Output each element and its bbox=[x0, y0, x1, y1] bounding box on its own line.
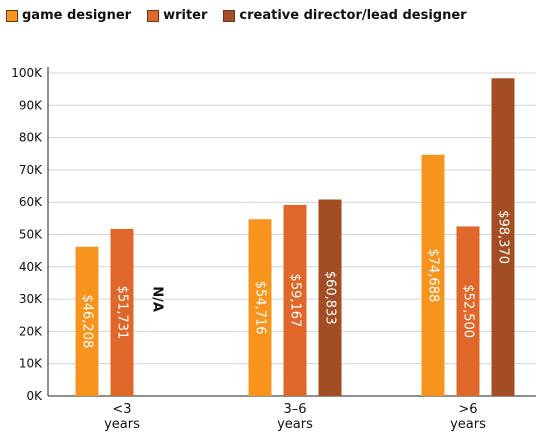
x-tick-label: 3–6 years bbox=[277, 402, 313, 432]
legend-label-creative-director: creative director/lead designer bbox=[239, 8, 467, 23]
bar-data-label-na: N/A bbox=[150, 286, 165, 312]
y-tick-label: 10K bbox=[19, 357, 43, 371]
y-tick-label: 60K bbox=[19, 195, 43, 209]
bar bbox=[318, 199, 342, 396]
bar bbox=[283, 204, 307, 396]
y-tick-label: 20K bbox=[19, 324, 43, 338]
bar-data-label: $52,500 bbox=[461, 284, 476, 338]
x-tick-label: >6 years bbox=[450, 402, 486, 432]
legend-swatch-creative-director bbox=[223, 9, 236, 22]
bar bbox=[75, 246, 99, 396]
y-tick-label: 70K bbox=[19, 163, 43, 177]
bar-data-label: $59,167 bbox=[288, 274, 303, 328]
bar-data-label: $54,716 bbox=[253, 281, 268, 335]
y-tick-label: 30K bbox=[19, 292, 43, 306]
legend-swatch-writer bbox=[147, 9, 160, 22]
bar-data-label: $46,208 bbox=[80, 294, 95, 348]
bar bbox=[491, 78, 515, 397]
y-tick-label: 40K bbox=[19, 260, 43, 274]
y-tick-label: 100K bbox=[11, 66, 43, 80]
legend: game designer writer creative director/l… bbox=[6, 8, 467, 23]
x-tick-label: <3 years bbox=[104, 402, 140, 432]
y-tick-label: 90K bbox=[19, 98, 43, 112]
bar-data-label: $98,370 bbox=[496, 210, 511, 264]
legend-item-game-designer: game designer bbox=[6, 8, 131, 23]
y-tick-label: 80K bbox=[19, 131, 43, 145]
bar-data-label: $51,731 bbox=[115, 286, 130, 340]
bar-data-label: $74,688 bbox=[426, 248, 441, 302]
legend-item-writer: writer bbox=[147, 8, 207, 23]
bar bbox=[110, 228, 134, 396]
legend-swatch-game-designer bbox=[6, 9, 18, 22]
y-tick-label: 50K bbox=[19, 228, 43, 242]
legend-label-writer: writer bbox=[163, 8, 208, 23]
bar bbox=[421, 154, 445, 396]
bar-data-label: $60,833 bbox=[323, 271, 338, 325]
legend-label-game-designer: game designer bbox=[22, 8, 132, 23]
legend-item-creative-director: creative director/lead designer bbox=[223, 8, 467, 23]
y-tick-label: 0K bbox=[26, 389, 43, 403]
bar bbox=[456, 226, 480, 396]
bar bbox=[248, 219, 272, 396]
